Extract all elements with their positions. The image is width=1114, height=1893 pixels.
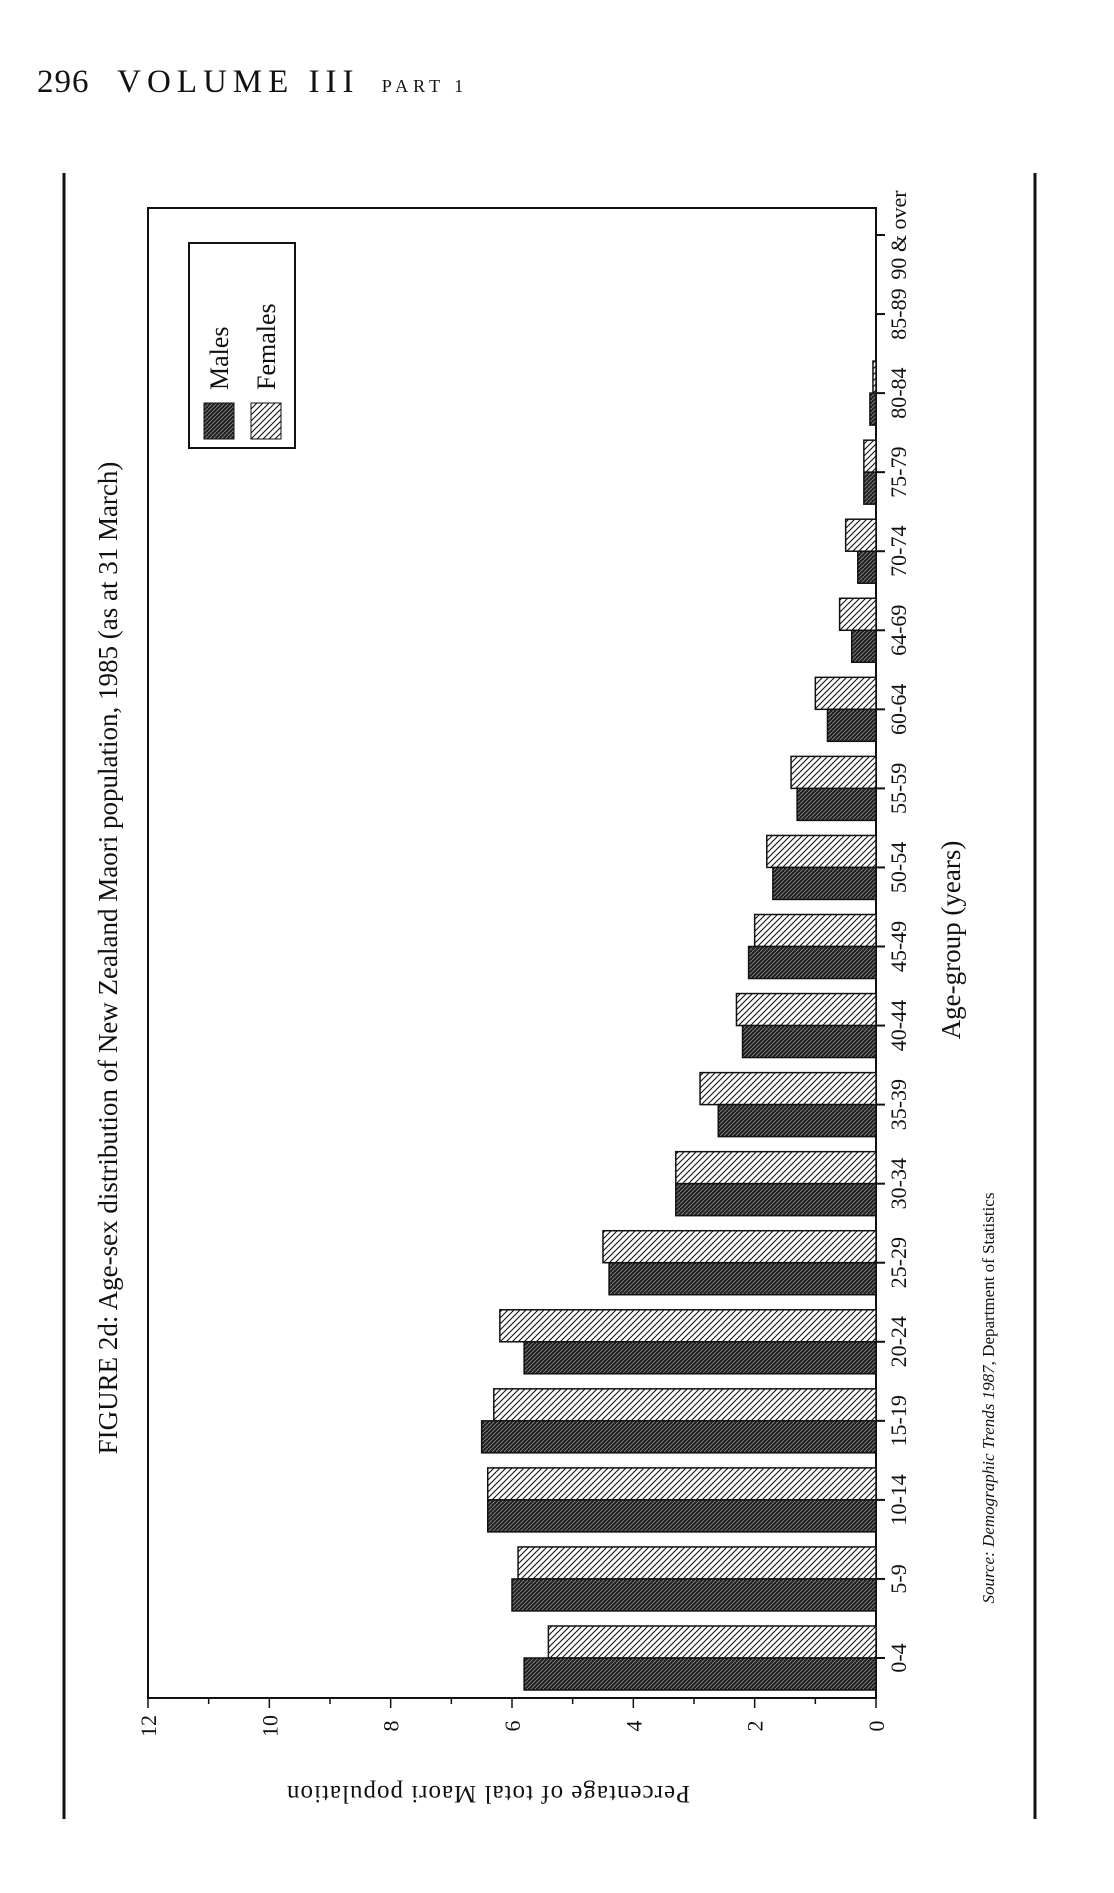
value-tick-label: 12 xyxy=(136,1715,161,1737)
value-tick-label: 4 xyxy=(621,1721,646,1732)
bar-females-10-14 xyxy=(486,1467,877,1501)
category-label: 55-59 xyxy=(886,763,911,814)
bar-females-20-24 xyxy=(499,1309,877,1343)
bar-females-45-49 xyxy=(753,913,877,948)
category-label: 15-19 xyxy=(886,1395,911,1446)
category-label: 64-69 xyxy=(886,605,911,656)
page-number: 296 xyxy=(37,64,90,100)
category-label: 60-64 xyxy=(886,684,911,735)
bar-females-75-79 xyxy=(863,439,877,473)
bar-females-64-69 xyxy=(838,597,877,632)
bar-males-75-79 xyxy=(863,471,877,505)
category-label: 45-49 xyxy=(886,921,911,972)
x-axis-label: Age-group (years) xyxy=(936,841,966,1040)
category-label: 40-44 xyxy=(886,1000,911,1051)
bar-males-40-44 xyxy=(741,1024,877,1059)
bar-males-30-34 xyxy=(675,1182,877,1217)
value-tick-label: 8 xyxy=(379,1721,404,1732)
category-label: 50-54 xyxy=(886,842,911,893)
legend-swatch-males xyxy=(203,402,235,440)
bar-females-55-59 xyxy=(790,755,877,790)
category-label: 35-39 xyxy=(886,1079,911,1130)
category-label: 85-89 xyxy=(886,288,911,339)
bar-males-25-29 xyxy=(608,1261,877,1296)
bar-males-15-19 xyxy=(480,1420,877,1454)
bar-males-80-84 xyxy=(869,392,877,426)
legend: Males Females xyxy=(188,242,296,449)
bar-males-20-24 xyxy=(523,1341,877,1375)
bar-females-35-39 xyxy=(699,1071,877,1106)
chart-title: FIGURE 2d: Age-sex distribution of New Z… xyxy=(93,462,123,1455)
legend-label-females: Females xyxy=(252,303,281,390)
bar-males-45-49 xyxy=(747,945,877,980)
bar-males-35-39 xyxy=(717,1103,877,1138)
bar-males-5-9 xyxy=(511,1578,877,1612)
category-label: 30-34 xyxy=(886,1158,911,1209)
bar-females-40-44 xyxy=(735,992,877,1027)
category-label: 5-9 xyxy=(886,1564,911,1593)
bar-males-70-74 xyxy=(857,550,877,584)
source-note: Source: Demographic Trends 1987, Departm… xyxy=(979,1193,998,1604)
legend-swatch-females xyxy=(250,402,282,440)
bar-males-50-54 xyxy=(772,866,877,901)
bar-males-60-64 xyxy=(826,708,877,743)
value-tick-label: 0 xyxy=(864,1721,889,1732)
bar-males-55-59 xyxy=(796,787,877,822)
part-label: PART 1 xyxy=(381,76,469,96)
category-label: 20-24 xyxy=(886,1316,911,1367)
volume-label: VOLUME III xyxy=(117,64,360,100)
page-header: 296 VOLUME III PART 1 xyxy=(37,64,468,101)
bar-males-64-69 xyxy=(850,629,877,664)
ticks-group: 0-4 5-9 10-14 15-19 20-24 25-29 30-34 35-39 40-4… xyxy=(136,190,911,1737)
bar-males-0-4 xyxy=(523,1657,877,1691)
bar-females-30-34 xyxy=(675,1150,877,1185)
y-axis-label: Percentage of total Maori population xyxy=(286,1780,690,1807)
bar-females-5-9 xyxy=(517,1546,877,1580)
value-tick-label: 2 xyxy=(743,1721,768,1732)
value-tick-label: 10 xyxy=(257,1715,282,1737)
category-label: 80-84 xyxy=(886,367,911,418)
bar-females-60-64 xyxy=(814,676,877,711)
bar-females-25-29 xyxy=(602,1229,877,1264)
bar-females-0-4 xyxy=(547,1625,877,1659)
category-label: 90 & over xyxy=(886,190,911,280)
legend-label-males: Males xyxy=(205,326,234,390)
category-label: 10-14 xyxy=(886,1474,911,1525)
category-label: 70-74 xyxy=(886,526,911,577)
value-tick-label: 6 xyxy=(500,1721,525,1732)
bar-females-70-74 xyxy=(844,518,877,552)
bar-females-15-19 xyxy=(493,1388,877,1422)
bar-females-50-54 xyxy=(766,834,877,869)
category-label: 25-29 xyxy=(886,1237,911,1288)
category-label: 0-4 xyxy=(886,1643,911,1672)
bar-females-80-84 xyxy=(872,360,877,394)
category-label: 75-79 xyxy=(886,447,911,498)
bar-males-10-14 xyxy=(486,1499,877,1533)
bars-group xyxy=(480,360,877,1691)
